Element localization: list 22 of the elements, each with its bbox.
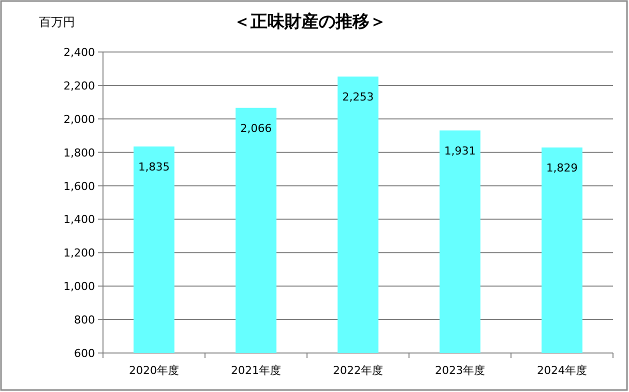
data-label: 1,835 xyxy=(138,160,170,174)
y-tick-label: 1,000 xyxy=(64,280,95,294)
data-label: 2,253 xyxy=(342,90,374,104)
y-tick-label: 1,600 xyxy=(64,180,95,193)
y-tick-label: 1,200 xyxy=(64,246,95,260)
y-tick-label: 1,800 xyxy=(64,146,95,160)
data-label: 1,931 xyxy=(444,144,476,158)
chart-title: ＜正味財産の推移＞ xyxy=(234,12,386,32)
y-tick-label: 2,400 xyxy=(64,46,95,59)
y-axis-title: 百万円 xyxy=(39,15,75,29)
data-label: 2,066 xyxy=(240,122,272,135)
y-tick-label: 2,000 xyxy=(64,112,95,126)
x-tick-label: 2021年度 xyxy=(231,364,281,377)
y-tick-label: 800 xyxy=(74,314,95,327)
y-tick-label: 600 xyxy=(74,347,95,360)
x-tick-label: 2023年度 xyxy=(435,364,485,377)
y-tick-label: 2,200 xyxy=(64,79,95,92)
y-tick-label: 1,400 xyxy=(64,213,95,226)
x-tick-label: 2020年度 xyxy=(129,364,179,377)
data-label: 1,829 xyxy=(546,161,578,174)
x-tick-label: 2022年度 xyxy=(333,364,383,377)
x-tick-label: 2024年度 xyxy=(537,364,587,377)
